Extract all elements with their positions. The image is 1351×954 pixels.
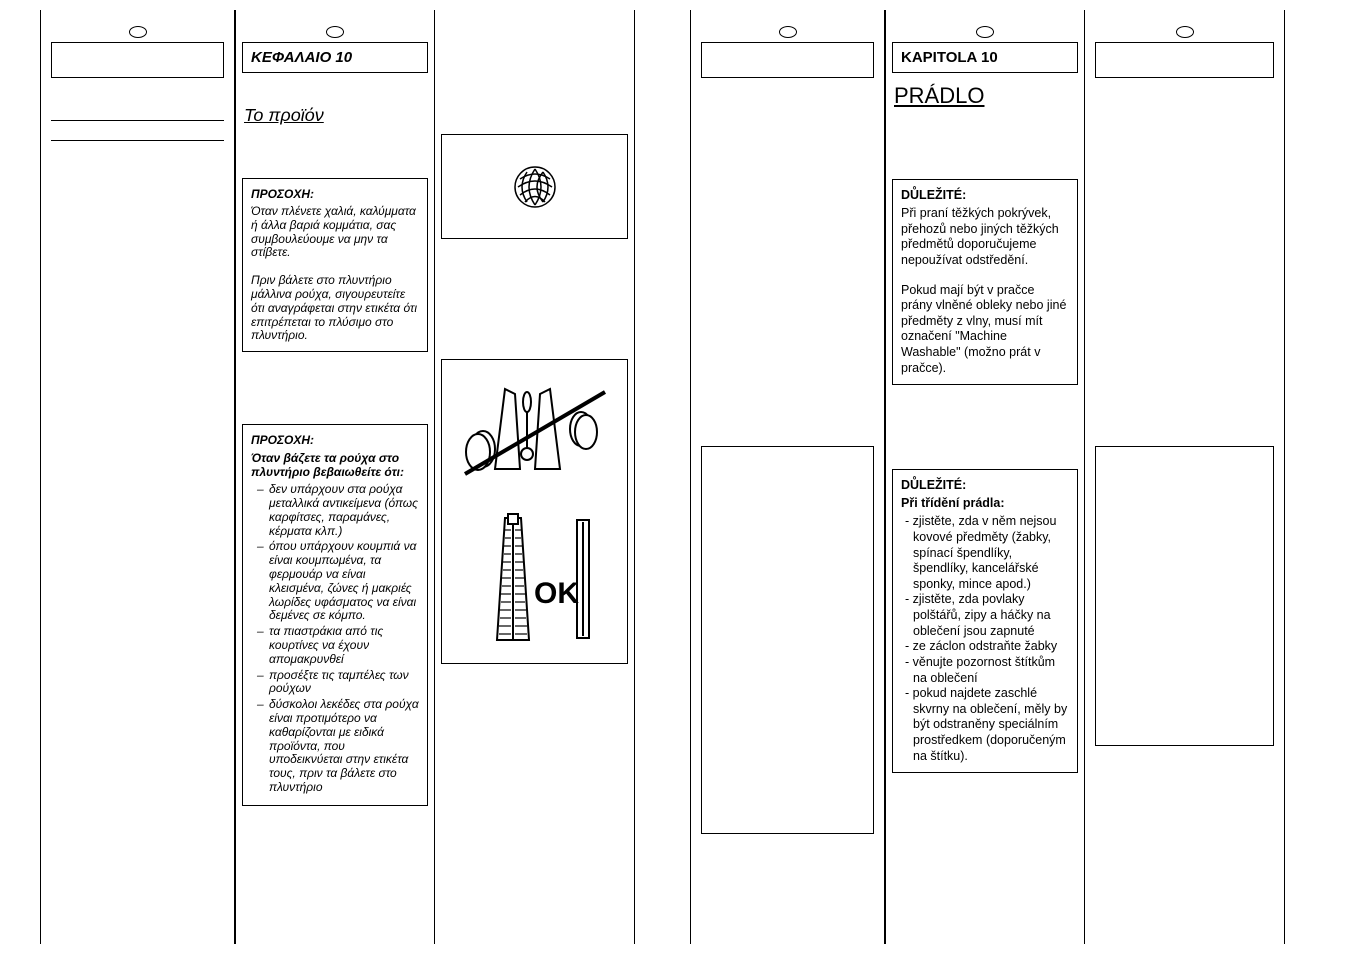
bullet-list: zjistěte, zda v něm nejsou kovové předmě… <box>901 514 1069 764</box>
list-item: zjistěte, zda povlaky polštářů, zipy a h… <box>901 592 1069 639</box>
stub-box <box>1095 42 1274 78</box>
section-title: Το προϊόν <box>244 105 426 126</box>
greek-col-text: KΕΦΑΛΑΙΟ 10 Το προϊόν ΠΡΟΣΟΧΗ: Όταν πλέν… <box>235 10 435 944</box>
important-box-1: DŮLEŽITÉ: Při praní těžkých pokrývek, př… <box>892 179 1078 385</box>
heading: ΠΡΟΣΟΧΗ: <box>251 433 419 447</box>
heading: ΠΡΟΣΟΧΗ: <box>251 187 419 201</box>
list-item: zjistěte, zda v něm nejsou kovové předmě… <box>901 514 1069 592</box>
czech-col-text: KAPITOLA 10 PRÁDLO DŮLEŽITÉ: Při praní t… <box>885 10 1085 944</box>
binder-ring <box>1176 26 1194 38</box>
list-item: δύσκολοι λεκέδες στα ρούχα είναι προτιμό… <box>257 698 419 795</box>
list-item: věnujte pozornost štítkům na oblečení <box>901 655 1069 686</box>
paragraph: Pokud mají být v pračce prány vlněné obl… <box>901 283 1069 377</box>
woolmark-illustration <box>441 134 628 239</box>
paragraph: Όταν πλένετε χαλιά, καλύμματα ή άλλα βαρ… <box>251 205 419 260</box>
section-title: PRÁDLO <box>894 83 1076 109</box>
bullet-list: δεν υπάρχουν στα ρούχα μεταλλικά αντικεί… <box>257 483 419 795</box>
zipper-illustration: OK <box>441 359 628 664</box>
binder-ring <box>326 26 344 38</box>
stub-box <box>51 42 224 78</box>
important-box-2: ΠΡΟΣΟΧΗ: Όταν βάζετε τα ρούχα στο πλυντή… <box>242 424 428 806</box>
list-item: τα πιαστράκια από τις κουρτίνες να έχουν… <box>257 625 419 666</box>
chapter-heading: KAPITOLA 10 <box>892 42 1078 73</box>
page-greek: KΕΦΑΛΑΙΟ 10 Το προϊόν ΠΡΟΣΟΧΗ: Όταν πλέν… <box>40 10 678 944</box>
binder-ring <box>976 26 994 38</box>
page-czech: KAPITOLA 10 PRÁDLO DŮLEŽITÉ: Při praní t… <box>690 10 1328 944</box>
metal-objects-no-icon <box>455 374 615 494</box>
paragraph: Πριν βάλετε στο πλυντήριο μάλλινα ρούχα,… <box>251 274 419 343</box>
important-box-1: ΠΡΟΣΟΧΗ: Όταν πλένετε χαλιά, καλύμματα ή… <box>242 178 428 352</box>
list-item: όπου υπάρχουν κουμπιά να είναι κουμπωμέν… <box>257 540 419 623</box>
binder-ring <box>129 26 147 38</box>
stub-box <box>701 42 874 78</box>
binder-ring <box>779 26 797 38</box>
czech-col-stub <box>690 10 885 944</box>
czech-col-stub-right <box>1085 10 1285 944</box>
list-item: δεν υπάρχουν στα ρούχα μεταλλικά αντικεί… <box>257 483 419 538</box>
greek-col-illus: OK <box>435 10 635 944</box>
list-item: pokud najdete zaschlé skvrny na oblečení… <box>901 686 1069 764</box>
stub-box <box>701 446 874 834</box>
stub-line <box>51 120 224 121</box>
important-box-2: DŮLEŽITÉ: Při třídění prádla: zjistěte, … <box>892 469 1078 773</box>
heading: DŮLEŽITÉ: <box>901 478 1069 492</box>
greek-col-stub <box>40 10 235 944</box>
heading: DŮLEŽITÉ: <box>901 188 1069 202</box>
list-item: προσέξτε τις ταμπέλες των ρούχων <box>257 669 419 697</box>
subheading: Při třídění prádla: <box>901 496 1069 510</box>
paragraph: Při praní těžkých pokrývek, přehozů nebo… <box>901 206 1069 269</box>
ok-label: OK <box>534 577 579 611</box>
chapter-heading: KΕΦΑΛΑΙΟ 10 <box>242 42 428 73</box>
subheading: Όταν βάζετε τα ρούχα στο πλυντήριο βεβαι… <box>251 451 419 479</box>
woolmark-icon <box>505 157 565 217</box>
stub-line <box>51 140 224 141</box>
stub-box <box>1095 446 1274 746</box>
list-item: ze záclon odstraňte žabky <box>901 639 1069 655</box>
